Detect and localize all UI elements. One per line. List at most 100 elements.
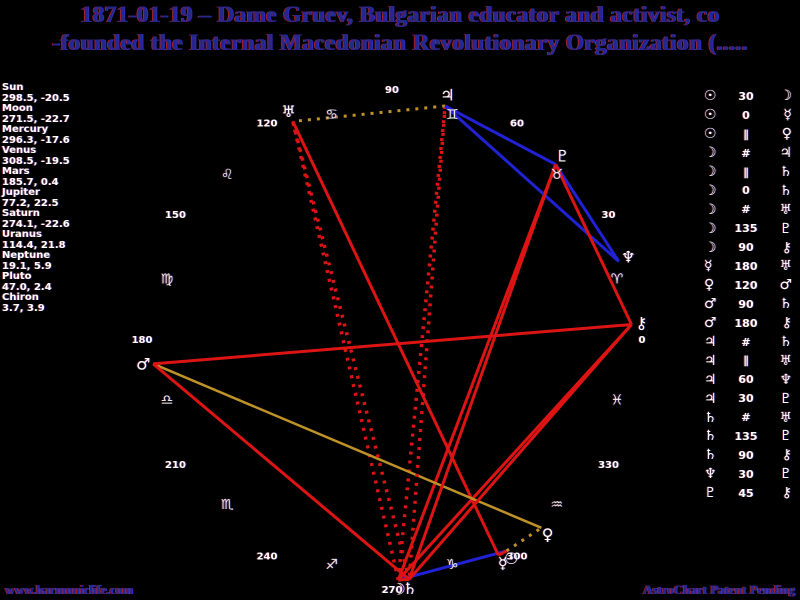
uranus-glyph: ♅ — [779, 201, 792, 218]
planet-glyph-pluto: ♇ — [555, 147, 569, 166]
moon-glyph: ☽ — [704, 182, 717, 199]
planet-glyph-jupiter: ♃ — [440, 86, 454, 105]
website-url: www.harmoniclife.com — [5, 582, 133, 597]
aspect-line-sun-mercury — [497, 549, 508, 557]
chart-title-line2: -founded the Internal Macedonian Revolut… — [52, 30, 748, 55]
aspect-row-moon-chiron: ☽ 90 ⚷ — [704, 238, 798, 257]
sign-glyph-scorpio: ♏ — [221, 497, 234, 513]
chiron-glyph: ⚷ — [781, 447, 792, 464]
aspect-row-moon-jupiter: ☽ # ♃ — [704, 144, 798, 163]
venus-glyph: ♀ — [704, 277, 715, 294]
aspect-line-saturn-uranus — [291, 121, 411, 580]
moon-glyph: ☽ — [704, 201, 717, 218]
aspect-row-venus-mars: ♀ 120 ♂ — [704, 276, 798, 295]
aspect-row-jupiter-neptune: ♃ 60 ♆ — [704, 370, 798, 389]
aspect-line-saturn-chiron — [408, 323, 633, 581]
saturn-glyph: ♄ — [704, 428, 717, 445]
neptune-glyph: ♆ — [779, 371, 792, 388]
degree-label-240: 240 — [257, 552, 278, 563]
aspect-symbol: 0 — [742, 184, 750, 198]
planet-glyph-neptune: ♆ — [621, 248, 635, 267]
planet-coords-saturn: 274.1, -22.6 — [2, 218, 70, 230]
aspect-row-mars-chiron: ♂ 180 ⚷ — [704, 314, 798, 333]
degree-label-300: 300 — [507, 552, 528, 563]
pluto-glyph: ♇ — [704, 485, 717, 502]
pluto-glyph: ♇ — [779, 428, 792, 445]
chiron-glyph: ⚷ — [781, 239, 792, 256]
aspect-line-pluto-chiron — [554, 163, 633, 326]
moon-glyph: ☽ — [704, 164, 717, 180]
aspect-row-saturn-pluto: ♄ 135 ♇ — [704, 427, 798, 446]
degree-label-120: 120 — [257, 118, 278, 129]
jupiter-glyph: ♃ — [704, 334, 717, 351]
aspect-row-jupiter-pluto: ♃ 30 ♇ — [704, 389, 798, 408]
planet-glyph-mercury: ☿ — [498, 554, 508, 573]
aspect-line-moon-uranus — [291, 121, 400, 581]
saturn-glyph: ♄ — [704, 409, 717, 426]
planet-name-pluto: Pluto — [2, 271, 32, 282]
mercury-glyph: ☿ — [783, 107, 792, 124]
planet-name-neptune: Neptune — [2, 250, 51, 261]
saturn-glyph: ♄ — [779, 334, 792, 351]
sun-glyph: ☉ — [704, 88, 717, 105]
jupiter-glyph: ♃ — [704, 390, 717, 407]
sign-glyph-gemini: ♊ — [446, 107, 459, 123]
aspect-symbol: 135 — [734, 429, 758, 443]
aspect-row-saturn-chiron: ♄ 90 ⚷ — [704, 446, 798, 465]
saturn-glyph: ♄ — [704, 447, 717, 464]
sun-glyph: ☉ — [704, 126, 717, 143]
aspect-row-sun-venus: ☉ ∥ ♀ — [704, 125, 798, 144]
mars-glyph: ♂ — [779, 277, 792, 294]
planet-coords-venus: 308.5, -19.5 — [2, 155, 70, 167]
sign-glyph-sagittarius: ♐ — [325, 557, 338, 573]
degree-label-270: 270 — [382, 585, 403, 596]
jupiter-glyph: ♃ — [779, 145, 792, 162]
aspect-list-panel: ☉ 30 ☽ ☉ 0 ☿ ☉ ∥ ♀ ☽ # ♃ ☽ ∥ ♄ ☽ 0 ♄ ☽ # ♅ ☽ 135 ♇ ☽ 90 ⚷ ☿ 180 ♅ ♀ 120… — [704, 87, 798, 503]
chart-title: 1871-01-19 – Dame Gruev, Bulgarian educa… — [0, 1, 800, 57]
sign-glyph-taurus: ♉ — [550, 167, 563, 183]
degree-label-30: 30 — [602, 210, 616, 221]
planet-coords-moon: 271.5, -22.7 — [2, 113, 70, 125]
aspect-row-moon-saturn: ☽ 0 ♄ — [704, 181, 798, 200]
planet-coords-sun: 298.5, -20.5 — [2, 92, 70, 104]
aspect-symbol: 180 — [734, 259, 758, 273]
sign-glyph-aquarius: ♒ — [550, 497, 563, 513]
planet-name-mercury: Mercury — [2, 124, 49, 135]
mars-glyph: ♂ — [704, 296, 717, 313]
aspect-line-mercury-uranus — [291, 120, 500, 556]
sign-glyph-aries: ♈ — [611, 272, 624, 288]
moon-glyph: ☽ — [704, 145, 717, 162]
planet-coords-uranus: 114.4, 21.8 — [2, 239, 66, 251]
aspect-symbol: ∥ — [743, 354, 749, 368]
planet-coords-chiron: 3.7, 3.9 — [2, 302, 45, 314]
pluto-glyph: ♇ — [779, 220, 792, 237]
sign-glyph-virgo: ♍ — [161, 272, 174, 288]
aspect-symbol: 30 — [738, 392, 754, 406]
venus-glyph: ♀ — [781, 126, 792, 143]
aspect-line-sun-venus — [505, 526, 543, 553]
aspect-symbol: # — [741, 146, 751, 160]
aspect-row-moon-saturn: ☽ ∥ ♄ — [704, 163, 798, 182]
aspect-line-jupiter-neptune — [444, 104, 620, 263]
aspect-line-mars-chiron — [153, 323, 632, 366]
saturn-glyph: ♄ — [779, 296, 792, 313]
pluto-glyph: ♇ — [779, 466, 792, 483]
planet-name-chiron: Chiron — [2, 292, 39, 303]
uranus-glyph: ♅ — [779, 258, 792, 275]
patent-pending-label: AstroChart Patent Pending — [642, 582, 795, 597]
planet-coords-mars: 185.7, 0.4 — [2, 176, 59, 188]
planet-name-mars: Mars — [2, 166, 30, 177]
aspect-symbol: 135 — [734, 222, 758, 236]
degree-label-0: 0 — [639, 335, 646, 346]
neptune-glyph: ♆ — [704, 466, 717, 483]
aspect-symbol: 30 — [738, 89, 754, 103]
aspect-row-moon-uranus: ☽ # ♅ — [704, 200, 798, 219]
aspect-symbol: 90 — [738, 297, 754, 311]
planet-coords-pluto: 47.0, 2.4 — [2, 281, 52, 293]
chiron-glyph: ⚷ — [781, 485, 792, 502]
aspect-row-jupiter-uranus: ♃ ∥ ♅ — [704, 351, 798, 370]
aspect-row-mars-saturn: ♂ 90 ♄ — [704, 295, 798, 314]
aspect-row-moon-pluto: ☽ 135 ♇ — [704, 219, 798, 238]
planet-glyph-venus: ♀ — [542, 525, 554, 544]
pluto-glyph: ♇ — [779, 390, 792, 407]
